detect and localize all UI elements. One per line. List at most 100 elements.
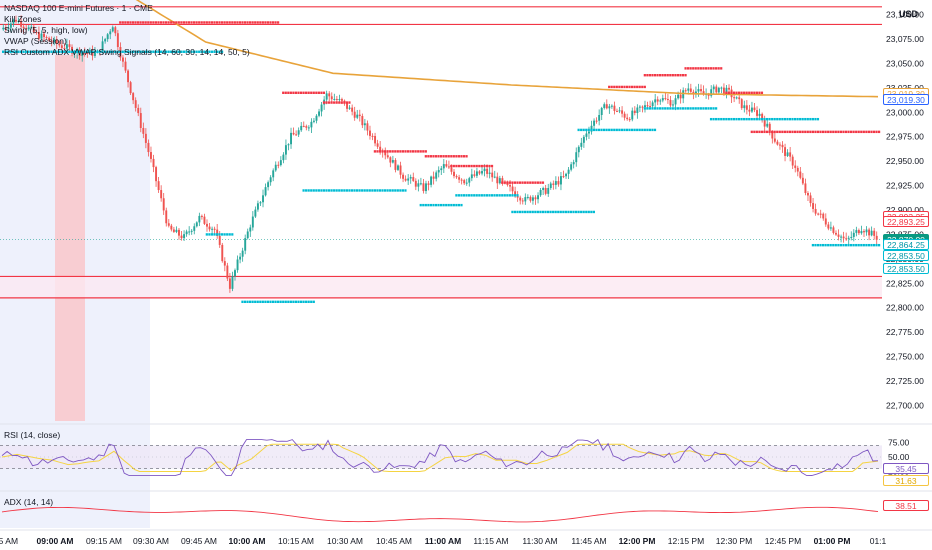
candle-body <box>870 230 873 236</box>
candle-body <box>404 178 407 181</box>
vwap-line <box>135 0 879 98</box>
candle-body <box>203 216 206 224</box>
candle-body <box>65 44 68 49</box>
candle-body <box>305 126 308 128</box>
swing-high-marker <box>737 91 741 94</box>
price-axis-tick: 23,100.00 <box>886 10 924 20</box>
swing-high-marker <box>872 130 876 134</box>
legend-kill-zones[interactable]: Kill Zones <box>4 14 42 24</box>
candle-body <box>672 104 674 106</box>
candle-body <box>249 227 252 232</box>
swing-high-marker <box>396 150 399 153</box>
candle-body <box>524 197 527 202</box>
candle-body <box>397 165 399 170</box>
candle-body <box>4 27 7 29</box>
swing-low-marker <box>712 117 715 121</box>
price-axis-tick: 23,025.00 <box>886 83 924 93</box>
symbol-title[interactable]: NASDAQ 100 E-mini Futures · 1 · CME <box>4 3 153 13</box>
swing-low-marker <box>37 50 40 53</box>
swing-high-marker <box>251 21 254 24</box>
swing-high-marker <box>119 21 122 24</box>
swing-low-marker <box>58 50 61 53</box>
candle-body <box>554 181 557 185</box>
swing-high-marker <box>139 21 142 24</box>
candle-body <box>384 151 387 156</box>
swing-low-marker <box>460 203 463 207</box>
candle-body <box>822 213 825 219</box>
legend-rsi-signals[interactable]: RSI Custom ADX VWAP Swing Signals (14, 6… <box>4 47 250 57</box>
candle-body <box>137 107 140 114</box>
swing-high-marker <box>172 21 175 24</box>
price-axis-tick: 22,825.00 <box>886 278 924 288</box>
swing-low-marker <box>852 243 855 247</box>
swing-low-marker <box>707 107 710 110</box>
swing-high-marker <box>243 21 247 24</box>
swing-low-marker <box>340 189 343 192</box>
swing-high-marker <box>748 91 751 94</box>
candle-body <box>356 114 359 118</box>
swing-high-marker <box>704 67 708 70</box>
swing-high-marker <box>259 21 262 24</box>
candle-body <box>73 53 76 55</box>
swing-low-marker <box>496 194 499 197</box>
swing-low-marker <box>692 107 695 110</box>
candle-body <box>228 278 231 289</box>
candle-body <box>654 99 657 103</box>
legend-vwap[interactable]: VWAP (Session) <box>4 36 67 46</box>
swing-low-marker <box>768 117 771 121</box>
swing-high-marker <box>473 164 476 168</box>
candle-body <box>710 89 713 96</box>
candle-body <box>473 174 476 176</box>
swing-low-marker <box>867 243 871 247</box>
swing-high-marker <box>424 155 427 158</box>
time-axis-label: 10:30 AM <box>327 536 363 546</box>
swing-low-marker <box>399 189 402 192</box>
swing-low-marker <box>32 50 35 53</box>
candle-body <box>542 187 545 190</box>
swing-low-marker <box>671 107 674 110</box>
swing-low-marker <box>271 300 275 304</box>
candle-body <box>669 99 672 106</box>
swing-low-marker <box>205 50 208 53</box>
candle-body <box>633 110 636 114</box>
swing-high-marker <box>170 21 173 24</box>
candle-body <box>664 98 667 100</box>
swing-low-marker <box>404 189 407 192</box>
candle-body <box>519 197 522 201</box>
candle-body <box>2 27 5 30</box>
candle-body <box>590 125 593 132</box>
swing-low-marker <box>159 50 163 53</box>
swing-low-marker <box>725 117 728 121</box>
swing-high-marker <box>215 21 219 24</box>
swing-low-marker <box>14 50 17 53</box>
candle-body <box>845 238 848 240</box>
swing-high-marker <box>778 130 781 134</box>
legend-swing[interactable]: Swing (5, 5, high, low) <box>4 25 88 35</box>
swing-low-marker <box>669 107 672 110</box>
swing-low-marker <box>577 210 580 214</box>
swing-low-marker <box>279 300 282 304</box>
swing-low-marker <box>424 203 427 207</box>
swing-low-marker <box>674 107 677 110</box>
swing-low-marker <box>717 117 720 121</box>
swing-low-marker <box>327 189 331 192</box>
time-axis-label: 10:00 AM <box>228 536 265 546</box>
swing-low-marker <box>75 50 79 53</box>
swing-high-marker <box>144 21 147 24</box>
candle-body <box>756 110 759 116</box>
candle-body <box>432 176 435 179</box>
candle-body <box>852 232 855 237</box>
candle-body <box>773 138 776 142</box>
currency-label[interactable]: USD <box>898 9 918 19</box>
rsi-pane-title[interactable]: RSI (14, close) <box>4 430 61 440</box>
adx-pane-title[interactable]: ADX (14, 14) <box>4 497 54 507</box>
swing-high-marker <box>205 21 208 24</box>
swing-low-marker <box>679 107 682 110</box>
swing-low-marker <box>483 194 486 197</box>
candle-body <box>748 109 751 112</box>
candle-body <box>539 189 542 196</box>
swing-low-marker <box>40 50 43 53</box>
swing-low-marker <box>333 189 336 192</box>
swing-low-marker <box>648 107 652 110</box>
